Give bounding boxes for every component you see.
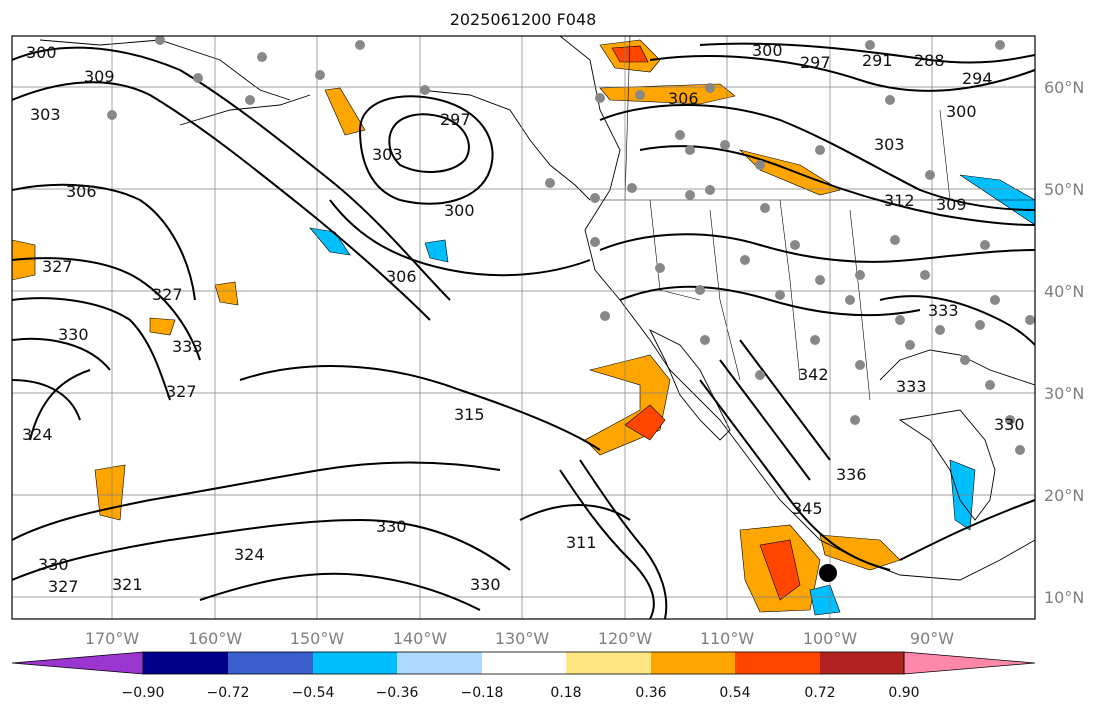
contour-label: 324 [234, 545, 265, 564]
contour-label: 327 [42, 257, 73, 276]
lon-label: 120°W [598, 629, 653, 648]
contours [12, 42, 1035, 619]
political-borders [600, 36, 1035, 401]
contour-label: 330 [994, 415, 1025, 434]
contour-label: 345 [792, 499, 823, 518]
coastlines [39, 36, 1035, 581]
colorbar-tick: −0.18 [461, 685, 504, 701]
contour-label: 333 [896, 377, 927, 396]
colorbar-segment [313, 652, 397, 674]
colorbar-tick: 0.36 [635, 685, 666, 701]
lon-label: 110°W [700, 629, 755, 648]
contour-label: 333 [172, 337, 203, 356]
contour-label: 330 [470, 575, 501, 594]
contour-label: 321 [112, 575, 143, 594]
contour-label: 311 [566, 533, 597, 552]
map-title: 2025061200 F048 [449, 10, 597, 29]
colorbar-segment [143, 652, 228, 674]
colorbar-tick: −0.72 [207, 685, 250, 701]
lat-label: 20°N [1044, 486, 1084, 505]
lon-label: 150°W [290, 629, 345, 648]
lat-label: 30°N [1044, 384, 1084, 403]
lon-label: 100°W [803, 629, 858, 648]
contour-label: 315 [454, 405, 485, 424]
map-frame [11, 35, 1036, 620]
latitude-labels: 60°N 50°N 40°N 30°N 20°N 10°N [1044, 78, 1084, 607]
contour-label: 333 [928, 301, 959, 320]
contour-label: 330 [58, 325, 89, 344]
contour-label: 336 [836, 465, 867, 484]
colorbar-segment [566, 652, 651, 674]
contour-label: 300 [26, 43, 57, 62]
contour-label: 327 [48, 577, 79, 596]
colorbar-tick: 0.18 [550, 685, 581, 701]
contour-label: 291 [862, 51, 893, 70]
colorbar-tick: −0.54 [292, 685, 335, 701]
contour-labels: 300 309 303 306 327 327 330 333 324 327 … [22, 41, 1025, 596]
lon-label: 170°W [85, 629, 140, 648]
contour-label: 288 [914, 51, 945, 70]
contour-label: 306 [66, 182, 97, 201]
contour-label: 297 [440, 110, 471, 129]
storm-marker [819, 564, 837, 582]
colorbar-tick: 0.90 [888, 685, 919, 701]
colorbar-tick: 0.54 [719, 685, 750, 701]
colorbar-segment [651, 652, 735, 674]
colorbar-tick: −0.90 [122, 685, 165, 701]
lon-label: 130°W [495, 629, 550, 648]
lat-label: 60°N [1044, 78, 1084, 97]
contour-label: 330 [38, 555, 69, 574]
lon-label: 140°W [393, 629, 448, 648]
contour-label: 327 [166, 382, 197, 401]
contour-label: 309 [84, 67, 115, 86]
contour-label: 303 [874, 135, 905, 154]
colorbar-tick: −0.36 [376, 685, 419, 701]
lat-label: 40°N [1044, 282, 1084, 301]
colorbar-extend-high [903, 651, 1036, 675]
colorbar-segment [735, 652, 820, 674]
colorbar: −0.90 −0.72 −0.54 −0.36 −0.18 0.18 0.36 … [11, 651, 1036, 701]
lon-label: 160°W [188, 629, 243, 648]
contour-label: 309 [936, 195, 967, 214]
contour-label: 327 [152, 285, 183, 304]
contour-label: 330 [376, 517, 407, 536]
contour-label: 297 [800, 53, 831, 72]
colorbar-ticks: −0.90 −0.72 −0.54 −0.36 −0.18 0.18 0.36 … [122, 685, 920, 701]
map-background [12, 36, 1035, 619]
colorbar-segment [820, 652, 904, 674]
colorbar-extend-low [11, 651, 144, 675]
contour-label: 324 [22, 425, 53, 444]
contour-label: 306 [386, 267, 417, 286]
contour-label: 312 [884, 191, 915, 210]
contour-label: 300 [946, 102, 977, 121]
contour-label: 303 [372, 145, 403, 164]
longitude-labels: 170°W 160°W 150°W 140°W 130°W 120°W 110°… [85, 629, 954, 648]
contour-label: 303 [30, 105, 61, 124]
colorbar-segment [228, 652, 313, 674]
contour-label: 306 [668, 89, 699, 108]
colorbar-tick: 0.72 [804, 685, 835, 701]
contour-label: 342 [798, 365, 829, 384]
lon-label: 90°W [910, 629, 954, 648]
contour-label: 294 [962, 69, 993, 88]
colorbar-segment [397, 652, 482, 674]
lat-label: 10°N [1044, 588, 1084, 607]
colorbar-segment [482, 652, 566, 674]
lat-label: 50°N [1044, 180, 1084, 199]
station-markers [107, 36, 1035, 455]
contour-label: 300 [444, 201, 475, 220]
contour-label: 300 [752, 41, 783, 60]
